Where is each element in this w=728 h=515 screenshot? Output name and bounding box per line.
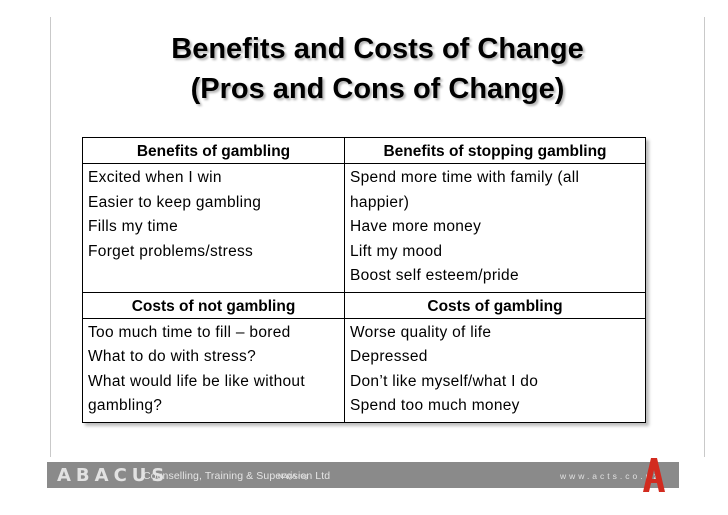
company-tagline: Counselling, Training & Supervision Ltd [143,470,331,482]
list-item: Spend too much money [350,397,520,414]
list-item: What would life be like without [88,372,305,390]
costs-of-gambling-cell: Worse quality of life Depressed Don’t li… [344,317,646,423]
benefits-of-stopping-cell: Spend more time with family (all happier… [344,163,646,293]
list-item: happier) [350,193,410,211]
table-row: Too much time to fill – bored What to do… [82,317,646,423]
slide-frame [50,17,705,457]
list-item: Excited when I win [88,169,222,186]
table-header-row: Costs of not gambling Costs of gambling [82,291,646,319]
table-header-row: Benefits of gambling Benefits of stoppin… [82,137,646,164]
table-row: Excited when I win Easier to keep gambli… [82,163,646,293]
pros-cons-table: Benefits of gambling Benefits of stoppin… [82,137,646,423]
list-item: What to do with stress? [88,348,256,365]
header-benefits-of-stopping: Benefits of stopping gambling [344,137,646,164]
header-costs-of-gambling: Costs of gambling [344,291,646,319]
list-item: Spend more time with family (all [350,169,580,186]
list-item: Fills my time [88,218,179,235]
list-item: Have more money [350,218,482,235]
nzqa-badge: NZQA reg [278,473,309,480]
website-link[interactable]: www.acts.co.nz [560,471,661,481]
footer-bar: ABACUS Counselling, Training & Supervisi… [47,462,679,488]
costs-of-not-gambling-cell: Too much time to fill – bored What to do… [82,317,345,423]
list-item: Too much time to fill – bored [88,323,291,341]
abacus-logo-text: ABACUS [57,465,170,486]
header-benefits-of-gambling: Benefits of gambling [82,137,345,164]
list-item: Depressed [350,348,428,365]
abacus-a-logo-icon [643,458,665,492]
benefits-of-gambling-cell: Excited when I win Easier to keep gambli… [82,163,345,293]
list-item: Don’t like myself/what I do [350,372,539,390]
list-item: Easier to keep gambling [88,193,262,211]
slide-title: Benefits and Costs of Change [171,33,584,65]
list-item: Forget problems/stress [88,242,254,260]
list-item: Lift my mood [350,242,443,260]
list-item: gambling? [88,397,163,414]
header-costs-of-not-gambling: Costs of not gambling [82,291,345,319]
list-item: Boost self esteem/pride [350,267,519,284]
slide-subtitle: (Pros and Cons of Change) [190,73,565,105]
list-item: Worse quality of life [350,323,492,341]
